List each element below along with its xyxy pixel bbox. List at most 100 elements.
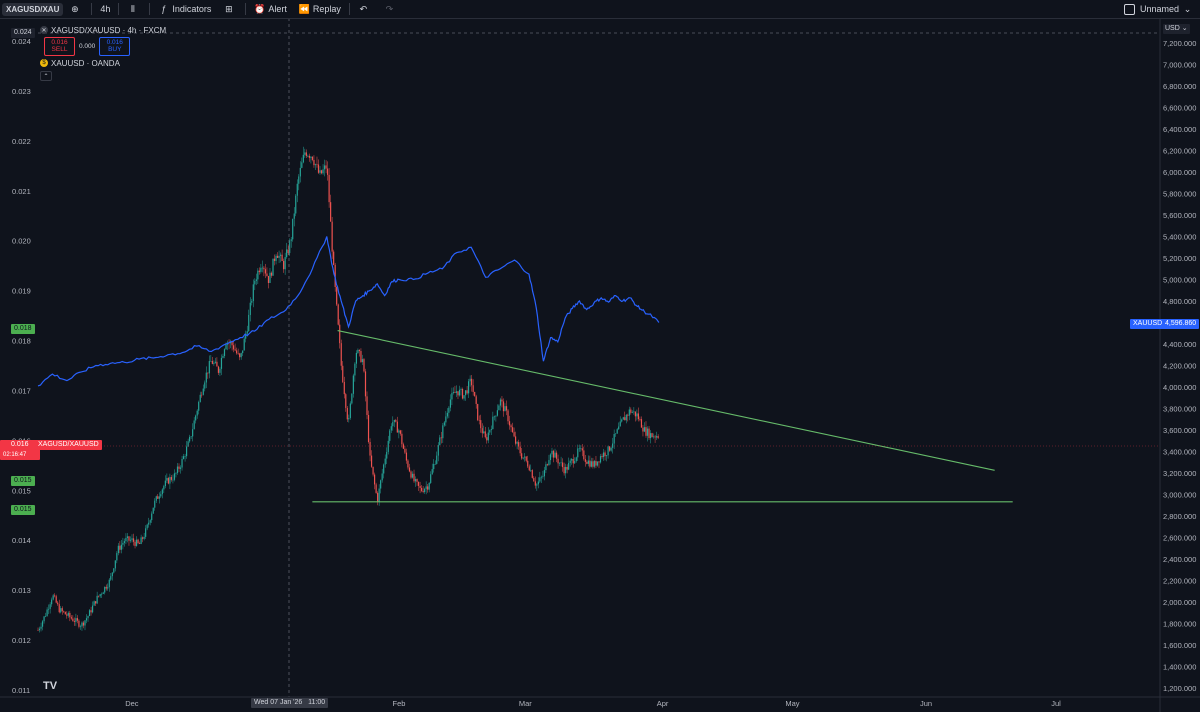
candle-body — [128, 536, 130, 541]
interval-label: 4h — [100, 4, 111, 14]
candle-body — [308, 155, 310, 158]
interval-button[interactable]: 4h — [94, 0, 116, 18]
candle-body — [93, 601, 95, 606]
candle-body — [85, 618, 88, 621]
candle-body — [122, 542, 124, 545]
alert-button[interactable]: ⏰ Alert — [248, 0, 293, 18]
candle-body — [501, 399, 503, 402]
left-tick-label: 0.019 — [12, 287, 31, 296]
sell-button[interactable]: 0.016 SELL — [44, 36, 75, 56]
candle-body — [521, 453, 523, 459]
candle-body — [586, 461, 588, 464]
candle-body — [522, 457, 524, 459]
chevron-down-icon[interactable]: ⌄ — [1183, 3, 1192, 14]
left-tick-label: 0.015 — [12, 486, 31, 495]
right-axis: 7,200.000 7,000.000 6,800.000 6,600.000 6,40… — [1163, 39, 1196, 693]
right-tick-label: 7,000.000 — [1163, 61, 1196, 70]
redo-button[interactable]: ↷ — [378, 0, 404, 18]
candle-body — [598, 461, 600, 463]
right-tick-label: 3,400.000 — [1163, 448, 1196, 457]
last-price-symbol-label: XAGUSD/XAUUSD — [35, 440, 102, 450]
candle-body — [557, 458, 559, 464]
right-tick-label: 3,800.000 — [1163, 405, 1196, 414]
candle-body — [420, 487, 423, 491]
replay-button[interactable]: ⏪ Replay — [293, 0, 347, 18]
candle-body — [181, 458, 183, 468]
candle-body — [184, 456, 186, 457]
compare-button[interactable]: ⊕ — [63, 0, 89, 18]
last-price-value: 0.016 — [11, 441, 29, 448]
indicators-label: Indicators — [172, 4, 212, 14]
candle-body — [370, 455, 373, 467]
candle-body — [483, 431, 485, 434]
right-tick-label: 5,600.000 — [1163, 211, 1196, 220]
candle-body — [161, 489, 163, 495]
right-tick-label: 4,400.000 — [1163, 340, 1196, 349]
candle-body — [581, 448, 583, 451]
candle-body — [378, 488, 380, 502]
candle-body — [637, 413, 640, 420]
chart-type-button[interactable]: ⫴ — [121, 0, 147, 18]
right-tick-label: 6,400.000 — [1163, 125, 1196, 134]
candle-body — [363, 359, 365, 372]
candle-body — [410, 471, 412, 478]
candle-body — [481, 428, 483, 434]
undo-button[interactable]: ↶ — [352, 0, 378, 18]
candle-body — [615, 433, 617, 435]
candle-body — [305, 152, 307, 156]
candle-body — [157, 496, 159, 499]
candle-body — [607, 446, 609, 456]
candle-body — [286, 249, 288, 258]
collapse-legend-button[interactable]: ⌃ — [40, 71, 52, 81]
symbol-search-button[interactable]: XAGUSD/XAU — [2, 2, 64, 16]
layout-checkbox[interactable] — [1123, 3, 1135, 15]
left-axis: 0.024 0.023 0.022 0.021 0.020 0.019 0.018 0.017… — [12, 37, 31, 695]
candle-body — [252, 284, 254, 302]
candle-body — [654, 436, 656, 438]
candle-body — [499, 399, 502, 406]
candle-body — [267, 275, 270, 283]
candle-body — [152, 507, 154, 514]
candle-body — [261, 267, 263, 269]
candle-body — [225, 344, 227, 350]
candle-body — [527, 460, 529, 467]
candle-body — [552, 450, 555, 458]
right-tick-label: 1,800.000 — [1163, 620, 1196, 629]
xauusd-line — [37, 236, 660, 387]
currency-button[interactable]: USD ⌄ — [1163, 24, 1190, 34]
buy-button[interactable]: 0.016 BUY — [99, 36, 131, 56]
candle-body — [386, 451, 388, 459]
indicators-button[interactable]: ƒ Indicators — [152, 0, 217, 18]
candle-body — [283, 260, 285, 270]
candle-body — [60, 608, 62, 613]
candle-body — [537, 481, 539, 485]
candle-body — [258, 270, 260, 272]
candle-body — [609, 446, 611, 451]
candle-body — [474, 391, 476, 397]
candle-body — [631, 412, 633, 413]
candle-body — [146, 524, 148, 529]
candle-body — [84, 620, 86, 626]
candle-body — [530, 470, 532, 471]
candle-body — [656, 436, 658, 438]
candle-body — [281, 254, 283, 261]
crosshair-date: Wed 07 Jan '26 — [254, 699, 303, 706]
candle-body — [119, 545, 121, 550]
candle-body — [613, 433, 615, 444]
candle-body — [41, 621, 44, 627]
candle-body — [214, 361, 216, 363]
candle-body — [402, 444, 405, 449]
candle-body — [237, 353, 239, 354]
layout-name[interactable]: Unnamed — [1139, 4, 1179, 14]
candle-body — [319, 170, 321, 173]
sell-price: 0.016 — [51, 39, 68, 46]
candle-body — [549, 454, 552, 461]
layouts-button[interactable]: ⊞ — [217, 0, 243, 18]
close-icon[interactable]: ✕ — [40, 26, 48, 34]
candle-body — [439, 437, 441, 446]
candle-body — [392, 422, 394, 427]
redo-icon: ↷ — [385, 3, 394, 14]
candle-body — [616, 429, 618, 434]
candle-body — [380, 480, 382, 489]
